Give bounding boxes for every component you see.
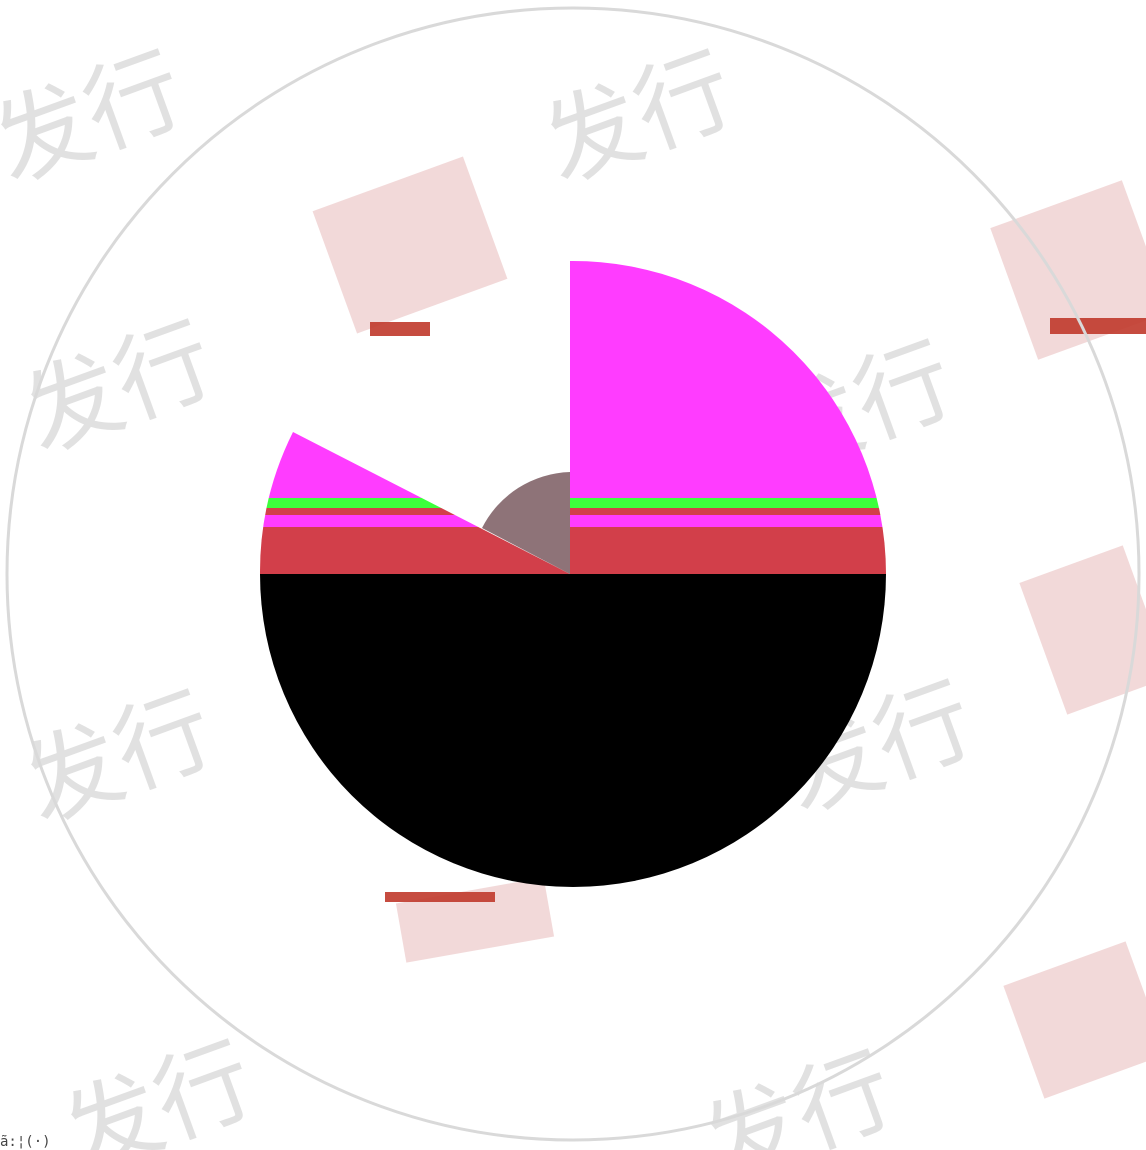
right-band-magenta-top bbox=[570, 260, 887, 498]
corner-text: ã:¦(·) bbox=[0, 1134, 51, 1150]
left-band-red-thin bbox=[259, 508, 570, 515]
hub-wedge bbox=[482, 472, 570, 574]
right-band-red-bottom bbox=[570, 527, 887, 574]
black-half-disc bbox=[260, 574, 886, 887]
right-band-red-thin bbox=[570, 508, 887, 515]
right-band-green bbox=[570, 498, 887, 508]
outer-ring bbox=[5, 6, 1141, 1142]
left-band-green bbox=[259, 498, 570, 508]
right-sector bbox=[570, 260, 887, 574]
right-band-magenta-mid bbox=[570, 515, 887, 527]
